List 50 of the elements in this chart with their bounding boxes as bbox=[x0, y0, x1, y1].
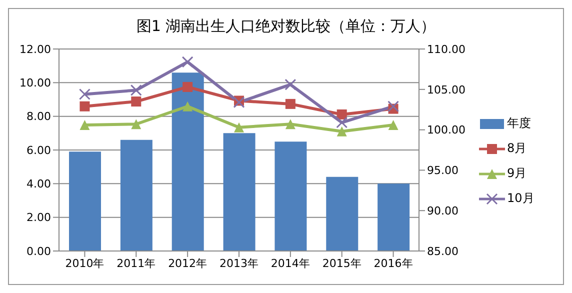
point bbox=[285, 119, 296, 130]
bar bbox=[378, 184, 410, 251]
point bbox=[284, 78, 296, 90]
point bbox=[285, 98, 296, 109]
y-tick-label: 10.00 bbox=[20, 76, 51, 90]
legend-label: 年度 bbox=[507, 115, 531, 132]
x-tick-label: 2010年 bbox=[65, 256, 104, 270]
y-tick-label: 12.00 bbox=[20, 42, 51, 56]
bar bbox=[274, 142, 307, 251]
y2-tick-label: 85.00 bbox=[427, 244, 458, 258]
bar bbox=[223, 133, 256, 251]
point bbox=[131, 96, 142, 107]
legend-label: 8月 bbox=[507, 140, 527, 157]
point bbox=[388, 120, 398, 130]
x-tick-label: 2014年 bbox=[270, 256, 310, 270]
point bbox=[182, 101, 193, 112]
y2-tick-label: 90.00 bbox=[427, 204, 458, 218]
point bbox=[234, 122, 244, 132]
point bbox=[336, 109, 347, 120]
point bbox=[182, 82, 193, 92]
y-tick-label: 0.00 bbox=[26, 244, 51, 258]
point bbox=[78, 88, 90, 100]
x-tick-label: 2013年 bbox=[220, 256, 258, 270]
point bbox=[233, 96, 245, 108]
point bbox=[336, 116, 348, 128]
bar bbox=[326, 176, 358, 251]
y-tick-label: 4.00 bbox=[26, 178, 51, 191]
legend-label: 10月 bbox=[507, 190, 534, 207]
bar bbox=[69, 152, 101, 251]
chart-title: 图1 湖南出生人口绝对数比较（单位：万人） bbox=[135, 17, 437, 37]
bar bbox=[120, 140, 152, 251]
point bbox=[80, 120, 90, 130]
y2-tick-label: 105.00 bbox=[427, 83, 466, 96]
y2-tick-label: 110.00 bbox=[427, 42, 466, 56]
y2-tick-label: 95.00 bbox=[427, 164, 458, 178]
y-tick-label: 2.00 bbox=[26, 211, 51, 224]
x-tick-label: 2011年 bbox=[116, 256, 156, 270]
point bbox=[388, 100, 400, 112]
y-tick-label: 8.00 bbox=[26, 110, 51, 124]
point bbox=[130, 84, 142, 96]
x-tick-label: 2012年 bbox=[168, 256, 208, 270]
bar bbox=[172, 72, 204, 251]
y2-tick-label: 100.00 bbox=[427, 124, 466, 137]
y-tick-label: 6.00 bbox=[26, 144, 51, 157]
point bbox=[80, 101, 90, 112]
point bbox=[336, 126, 347, 136]
x-tick-label: 2016年 bbox=[374, 256, 413, 270]
point bbox=[131, 119, 142, 130]
legend-label: 9月 bbox=[507, 165, 527, 182]
x-tick-label: 2015年 bbox=[322, 256, 362, 270]
